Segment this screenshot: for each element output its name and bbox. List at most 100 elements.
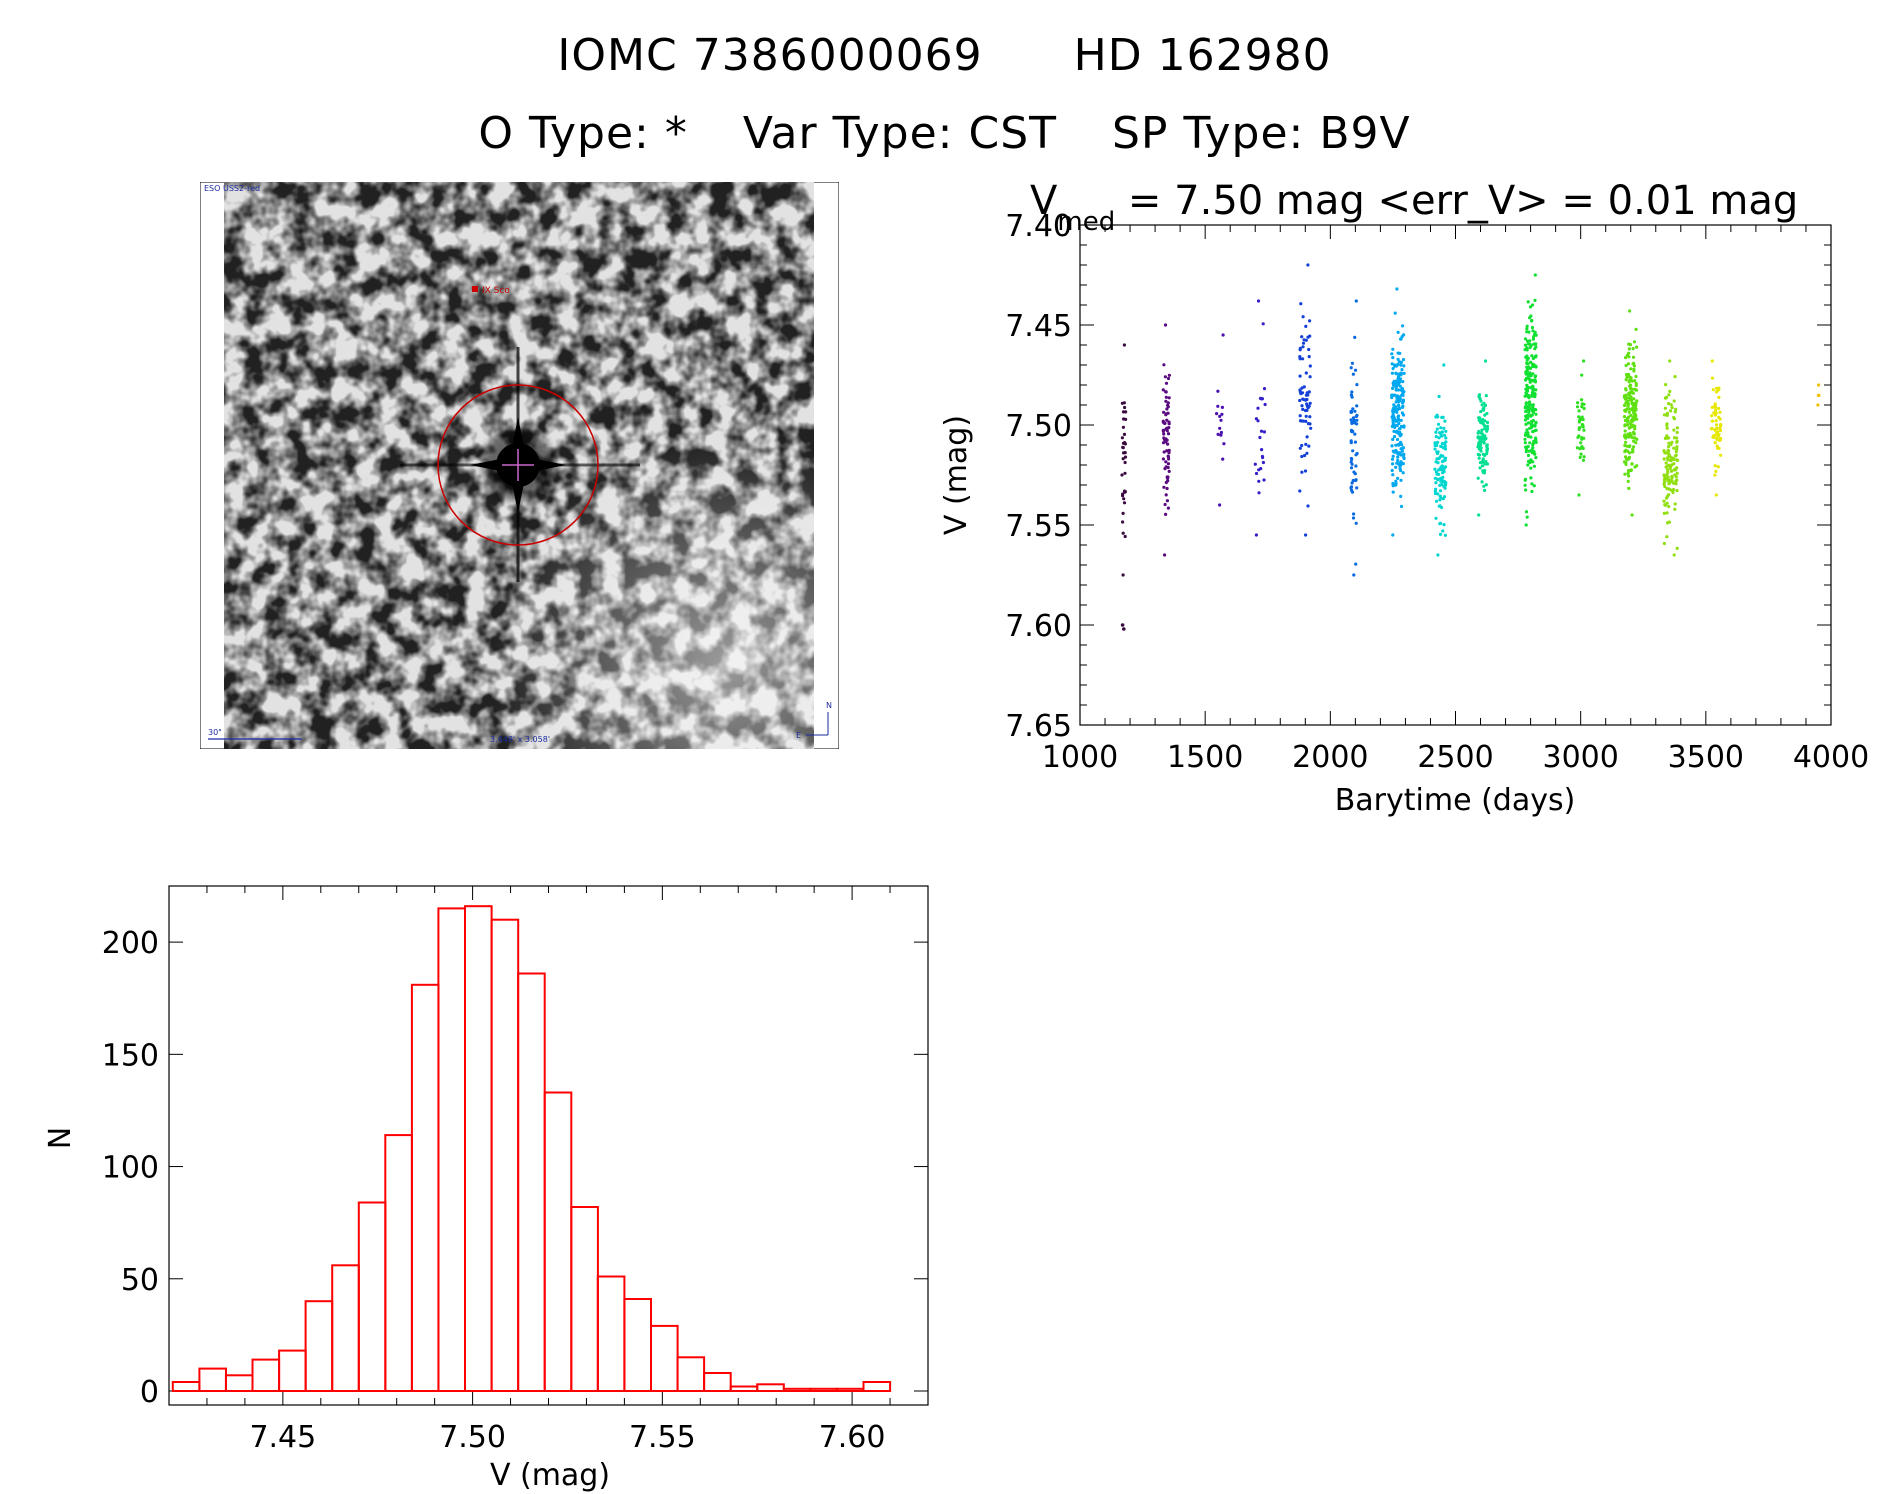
lc-point — [1165, 407, 1169, 411]
lc-point — [1353, 421, 1357, 425]
lc-point — [1624, 455, 1628, 459]
lc-point — [1634, 374, 1638, 379]
lc-point — [1442, 469, 1446, 473]
lc-point — [1393, 311, 1397, 315]
lc-point — [1524, 409, 1528, 414]
lc-point — [1433, 441, 1437, 445]
lc-point — [1527, 366, 1531, 370]
lc-point — [1442, 363, 1446, 367]
lc-point — [1529, 458, 1533, 462]
survey-label: ESO USS2-red — [204, 184, 260, 193]
lc-y-label: V (mag) — [939, 415, 974, 535]
lc-point — [1632, 364, 1636, 368]
lc-point — [1304, 419, 1308, 423]
lc-point — [1624, 356, 1628, 360]
fov-label: 3.448' x 3.058' — [490, 735, 550, 744]
lc-point — [1400, 368, 1404, 372]
lc-point — [1623, 444, 1627, 448]
lc-point — [1484, 436, 1488, 441]
spectral-type: SP Type: B9V — [1112, 108, 1411, 159]
lc-point — [1579, 441, 1583, 445]
lc-point — [1395, 364, 1399, 368]
lc-point — [1305, 451, 1309, 455]
lc-point — [1624, 363, 1628, 368]
lc-point — [1483, 427, 1487, 431]
lc-point — [1629, 376, 1633, 381]
lc-point — [1443, 456, 1448, 460]
lc-point — [1526, 431, 1530, 435]
title-identifiers: IOMC 7386000069 HD 162980 — [0, 30, 1889, 81]
lc-point — [1666, 475, 1670, 479]
lc-point — [1300, 443, 1304, 448]
lc-point — [1167, 448, 1171, 452]
lc-point — [1626, 419, 1630, 423]
lc-point — [1632, 340, 1637, 344]
lc-point — [1523, 405, 1527, 409]
hist-x-tick-labels: 7.45 7.50 7.55 7.60 — [249, 1420, 885, 1455]
lc-point — [1534, 388, 1538, 392]
hist-bar — [570, 1206, 599, 1392]
lc-point — [1530, 325, 1534, 330]
hist-bar — [517, 972, 546, 1392]
lc-point — [1391, 386, 1395, 390]
lc-point — [1396, 458, 1400, 463]
lc-point — [1665, 535, 1669, 539]
lc-point — [1262, 478, 1266, 482]
lc-point — [1162, 363, 1166, 367]
lc-point — [1529, 435, 1533, 439]
lc-point — [1167, 373, 1171, 377]
lc-point — [1220, 405, 1224, 409]
lc-point — [1526, 376, 1530, 380]
lc-point — [1349, 409, 1353, 413]
lc-point — [1163, 375, 1167, 379]
lc-point — [1397, 360, 1401, 364]
lc-point — [1436, 422, 1441, 426]
lc-point — [1675, 439, 1679, 443]
lc-point — [1394, 382, 1398, 386]
lc-point — [1629, 413, 1633, 417]
lc-point — [1627, 410, 1631, 414]
lc-point — [1350, 361, 1354, 365]
lc-point — [1533, 392, 1537, 396]
hist-bar — [437, 907, 466, 1393]
lc-point — [1390, 457, 1395, 461]
lc-point — [1166, 475, 1170, 479]
lc-point — [1477, 395, 1481, 399]
lc-point — [1438, 522, 1442, 526]
lc-point — [1667, 520, 1671, 524]
lc-point — [1123, 441, 1127, 445]
lc-point — [1669, 465, 1673, 469]
lc-point — [1581, 458, 1586, 462]
target-circle — [437, 384, 599, 546]
lc-point — [1527, 330, 1531, 334]
lc-point — [1258, 435, 1262, 440]
lc-point — [1633, 387, 1637, 391]
lc-point — [1444, 436, 1448, 440]
hist-bar — [862, 1381, 892, 1392]
lc-point — [1718, 428, 1722, 433]
hist-bar — [490, 918, 520, 1392]
lc-point — [1674, 407, 1678, 411]
lc-point — [1349, 466, 1354, 470]
lc-point — [1259, 429, 1264, 433]
lc-point — [1668, 458, 1673, 462]
lc-point — [1533, 375, 1537, 379]
lc-point — [1669, 403, 1673, 407]
lc-point — [1528, 339, 1532, 343]
lc-point — [1262, 430, 1266, 434]
lc-point — [1484, 394, 1488, 398]
east-label: E — [796, 731, 801, 740]
lc-point — [1254, 533, 1258, 537]
lc-point — [1253, 462, 1257, 466]
lc-point — [1350, 457, 1354, 461]
lc-point — [1717, 395, 1721, 399]
hist-plot-frame — [168, 885, 929, 1406]
lc-point — [1531, 403, 1535, 407]
lc-point — [1626, 479, 1630, 483]
lc-point — [1531, 446, 1535, 450]
lc-point — [1483, 359, 1488, 363]
lc-point — [1121, 457, 1125, 461]
lc-point — [1675, 489, 1679, 493]
lc-point — [1534, 440, 1538, 444]
lc-point — [1635, 464, 1639, 468]
